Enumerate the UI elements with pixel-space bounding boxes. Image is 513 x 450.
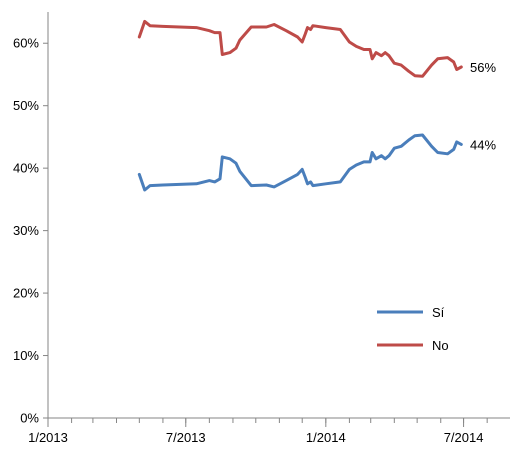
y-tick-label: 40% bbox=[13, 161, 39, 176]
y-tick-label: 0% bbox=[20, 411, 39, 426]
series-line-si bbox=[137, 133, 463, 192]
y-tick-label: 30% bbox=[13, 223, 39, 238]
series-layer bbox=[137, 19, 463, 192]
x-tick-label: 1/2014 bbox=[306, 430, 346, 445]
legend: Sí No bbox=[377, 305, 449, 353]
y-tick-label: 50% bbox=[13, 98, 39, 113]
legend-label-no: No bbox=[432, 338, 449, 353]
legend-label-si: Sí bbox=[432, 305, 445, 320]
x-tick-label: 7/2014 bbox=[444, 430, 484, 445]
x-tick-label: 7/2013 bbox=[166, 430, 206, 445]
y-tick-label: 20% bbox=[13, 286, 39, 301]
x-axis: 1/2013 7/2013 1/2014 7/2014 bbox=[28, 417, 510, 445]
end-label-no: 56% bbox=[470, 60, 496, 75]
x-tick-label: 1/2013 bbox=[28, 430, 68, 445]
end-labels: 44% 56% bbox=[470, 60, 496, 152]
y-tick-label: 10% bbox=[13, 348, 39, 363]
end-label-si: 44% bbox=[470, 137, 496, 152]
y-axis: 0% 10% 20% 30% 40% 50% 60% bbox=[13, 12, 49, 426]
y-tick-label: 60% bbox=[13, 36, 39, 51]
series-line-no bbox=[137, 19, 463, 78]
